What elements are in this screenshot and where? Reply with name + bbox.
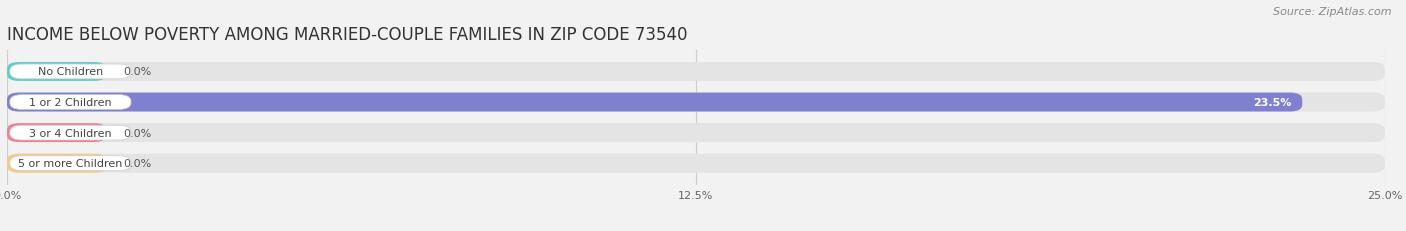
Text: Source: ZipAtlas.com: Source: ZipAtlas.com: [1274, 7, 1392, 17]
FancyBboxPatch shape: [10, 95, 131, 110]
Text: 1 or 2 Children: 1 or 2 Children: [30, 98, 111, 108]
Text: No Children: No Children: [38, 67, 103, 77]
FancyBboxPatch shape: [7, 93, 1302, 112]
FancyBboxPatch shape: [7, 63, 107, 82]
FancyBboxPatch shape: [7, 154, 1385, 173]
FancyBboxPatch shape: [10, 156, 131, 171]
FancyBboxPatch shape: [7, 124, 1385, 143]
FancyBboxPatch shape: [7, 154, 107, 173]
FancyBboxPatch shape: [10, 65, 131, 79]
Text: 0.0%: 0.0%: [122, 67, 150, 77]
Text: INCOME BELOW POVERTY AMONG MARRIED-COUPLE FAMILIES IN ZIP CODE 73540: INCOME BELOW POVERTY AMONG MARRIED-COUPL…: [7, 26, 688, 44]
Text: 0.0%: 0.0%: [122, 128, 150, 138]
Text: 23.5%: 23.5%: [1253, 98, 1291, 108]
Text: 5 or more Children: 5 or more Children: [18, 158, 122, 168]
FancyBboxPatch shape: [10, 126, 131, 140]
Text: 3 or 4 Children: 3 or 4 Children: [30, 128, 111, 138]
FancyBboxPatch shape: [7, 124, 107, 143]
FancyBboxPatch shape: [7, 93, 1385, 112]
Text: 0.0%: 0.0%: [122, 158, 150, 168]
FancyBboxPatch shape: [7, 63, 1385, 82]
